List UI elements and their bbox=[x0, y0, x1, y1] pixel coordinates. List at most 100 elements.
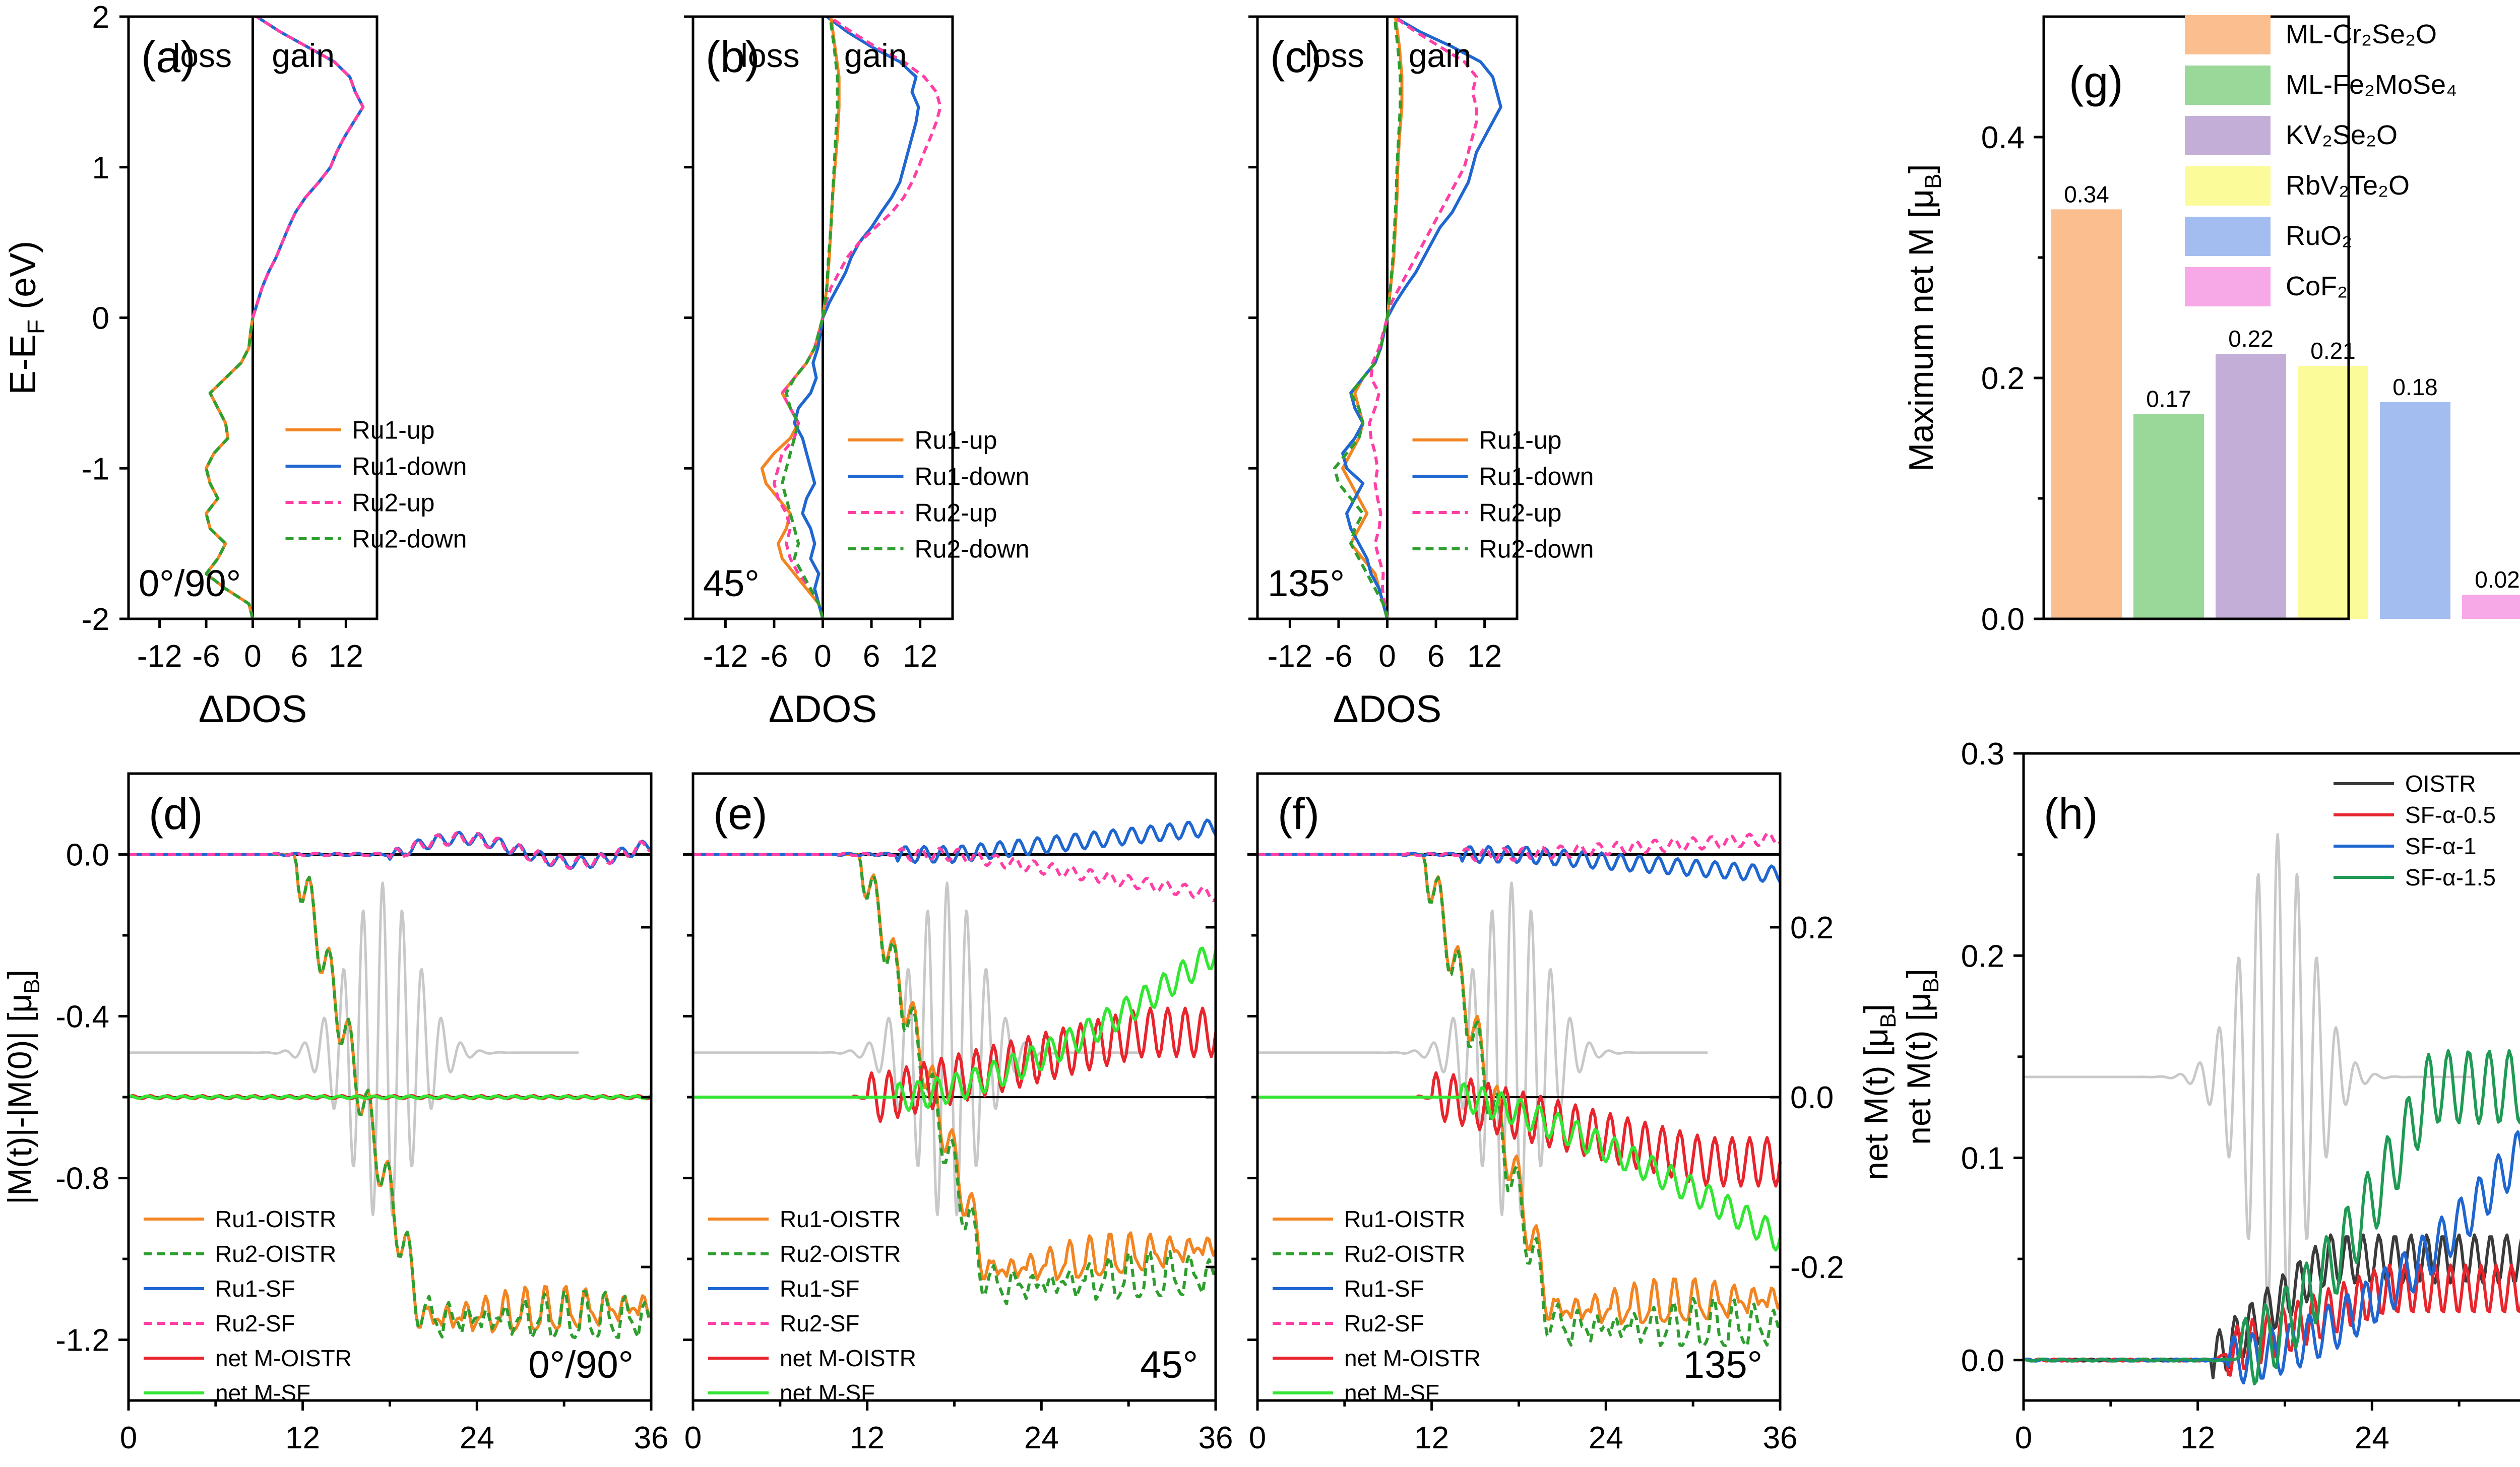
legend-label: net M-OISTR bbox=[780, 1345, 916, 1371]
legend-label: Ru1-SF bbox=[1344, 1275, 1424, 1302]
bar-value-label: 0.17 bbox=[2146, 386, 2191, 412]
series-net-sf bbox=[128, 1094, 652, 1100]
legend-label: net M-SF bbox=[1344, 1380, 1439, 1406]
legend-label: Ru1-OISTR bbox=[1344, 1206, 1465, 1232]
loss-label: loss bbox=[1305, 37, 1364, 74]
x-tick-label: 12 bbox=[2180, 1421, 2215, 1455]
bar-ml-cr2se2o bbox=[2051, 209, 2122, 619]
legend-label: net M-SF bbox=[215, 1380, 310, 1406]
series-net-sf bbox=[1257, 1082, 1782, 1252]
series-ru2-down bbox=[781, 317, 825, 619]
y-tick-label: 0.2 bbox=[1961, 939, 2004, 974]
right-tick-label: 0.0 bbox=[1790, 1080, 1834, 1115]
legend-swatch bbox=[2185, 267, 2271, 306]
legend-label: Ru2-down bbox=[1479, 535, 1594, 563]
y-tick-label: 0.4 bbox=[1981, 120, 2025, 155]
y-tick-label: 0.0 bbox=[1981, 602, 2025, 637]
series-ru1-down bbox=[821, 15, 920, 318]
series-ru2-down bbox=[1333, 317, 1389, 619]
x-tick-label: 12 bbox=[1414, 1421, 1449, 1455]
loss-label: loss bbox=[740, 37, 799, 74]
series-ru1-oistr bbox=[1257, 853, 1782, 1325]
legend-label: KV₂Se₂O bbox=[2286, 120, 2398, 150]
laser-pulse bbox=[2024, 833, 2474, 1310]
angle-label: 0°/90° bbox=[139, 562, 241, 604]
bar-rbv2te2o bbox=[2298, 366, 2368, 619]
panel-f: 0 12 24 36 Time (fs) 0.2 0.0 -0.2 net M(t) [μB] (… bbox=[1247, 772, 1901, 1467]
legend-label: Ru2-up bbox=[352, 489, 435, 517]
laser-pulse bbox=[1257, 881, 1708, 1217]
legend-label: SF-α-1 bbox=[2405, 833, 2477, 859]
x-tick-label: 36 bbox=[634, 1421, 669, 1455]
x-tick-label: 36 bbox=[1199, 1421, 1233, 1455]
series-ru2-sf bbox=[129, 831, 651, 870]
legend-label: Ru2-down bbox=[352, 525, 467, 553]
y-tick-label: 2 bbox=[92, 0, 109, 35]
y-tick-label: -0.4 bbox=[55, 1000, 109, 1035]
legend-label: Ru2-SF bbox=[215, 1310, 295, 1336]
series-ru2-down bbox=[821, 16, 839, 318]
series-ru1-down bbox=[793, 317, 825, 619]
series-sf-15 bbox=[2023, 1049, 2520, 1386]
x-tick-label: 12 bbox=[1467, 639, 1502, 674]
legend-label: SF-α-0.5 bbox=[2405, 802, 2496, 828]
x-tick-label: 0 bbox=[1378, 639, 1396, 674]
y-tick-label: 0.2 bbox=[1981, 361, 2025, 396]
x-axis-label: Time (fs) bbox=[1448, 1464, 1590, 1467]
series-ru2-up bbox=[1385, 15, 1478, 318]
legend-label: SF-α-1.5 bbox=[2405, 864, 2496, 890]
x-tick-label: 0 bbox=[814, 639, 831, 674]
angle-label: 45° bbox=[1140, 1344, 1198, 1386]
y-tick-label: -1.2 bbox=[55, 1323, 109, 1358]
x-tick-label: 0 bbox=[244, 639, 261, 674]
y-axis-label: E-EF (eV) bbox=[3, 241, 50, 395]
legend-label: Ru1-down bbox=[915, 463, 1030, 491]
bar-value-label: 0.18 bbox=[2392, 374, 2438, 400]
legend-label: Ru1-OISTR bbox=[780, 1206, 901, 1232]
x-axis-label: Time (fs) bbox=[2214, 1464, 2356, 1467]
x-tick-label: 24 bbox=[1589, 1421, 1623, 1455]
series-ru1-up bbox=[1341, 317, 1389, 619]
bar-value-label: 0.22 bbox=[2228, 326, 2274, 352]
legend-swatch bbox=[2185, 66, 2271, 105]
x-tick-label: -12 bbox=[703, 639, 748, 674]
series-net-sf bbox=[693, 946, 1217, 1112]
bar-ml-fe2mose4 bbox=[2133, 414, 2204, 619]
x-axis-label: Time (fs) bbox=[319, 1464, 461, 1467]
panel-label: (h) bbox=[2044, 789, 2098, 839]
panel-label: (d) bbox=[149, 789, 203, 839]
series-ru2-oistr bbox=[1257, 853, 1781, 1348]
x-tick-label: 0 bbox=[120, 1421, 137, 1455]
panel-label: (c) bbox=[1270, 32, 1322, 82]
right-tick-label: 0.2 bbox=[1790, 911, 1834, 945]
x-tick-label: 12 bbox=[285, 1421, 320, 1455]
legend-label: ML-Fe₂MoSe₄ bbox=[2286, 70, 2457, 100]
y-tick-label: -1 bbox=[82, 452, 109, 486]
legend-swatch bbox=[2185, 116, 2271, 155]
y-tick-label: -2 bbox=[82, 602, 109, 637]
x-tick-label: 24 bbox=[1024, 1421, 1059, 1455]
series-ru1-sf bbox=[1257, 845, 1782, 883]
legend-swatch bbox=[2185, 217, 2271, 256]
loss-label: loss bbox=[173, 37, 232, 74]
x-tick-label: 12 bbox=[329, 639, 363, 674]
x-tick-label: 24 bbox=[2355, 1421, 2389, 1455]
right-tick-label: -0.2 bbox=[1790, 1250, 1844, 1285]
series-ru1-sf bbox=[129, 831, 652, 870]
angle-label: 135° bbox=[1683, 1344, 1762, 1386]
legend-label: Ru2-up bbox=[1479, 499, 1562, 527]
panel-label: (a) bbox=[141, 32, 196, 82]
x-tick-label: 6 bbox=[863, 639, 880, 674]
y-tick-label: -0.8 bbox=[55, 1162, 109, 1196]
bar-value-label: 0.02 bbox=[2475, 566, 2520, 593]
series-ru1-oistr bbox=[129, 853, 653, 1333]
x-axis-label: ΔDOS bbox=[199, 688, 307, 731]
x-tick-label: 6 bbox=[1427, 639, 1444, 674]
angle-label: 45° bbox=[703, 562, 760, 604]
x-tick-label: 24 bbox=[460, 1421, 494, 1455]
panel-label: (b) bbox=[706, 32, 760, 82]
y-tick-label: 0.3 bbox=[1961, 737, 2004, 772]
